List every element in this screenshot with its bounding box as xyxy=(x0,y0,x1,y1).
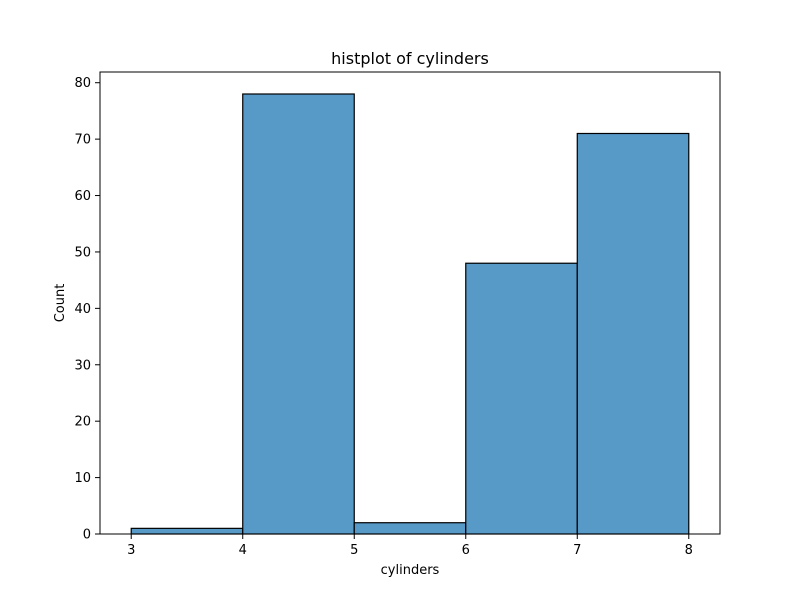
y-tick-label: 0 xyxy=(83,528,91,543)
y-tick-label: 10 xyxy=(74,471,91,486)
x-axis-ticks: 3 4 5 6 7 8 xyxy=(127,534,693,558)
histogram-bar-3 xyxy=(465,262,578,535)
y-axis-ticks: 0 10 20 30 40 50 60 70 80 xyxy=(74,76,100,543)
histogram-bar-0 xyxy=(130,527,244,535)
plot-frame xyxy=(99,71,721,535)
x-tick-label: 3 xyxy=(127,543,135,558)
y-tick-label: 20 xyxy=(74,415,91,430)
x-axis-label: cylinders xyxy=(381,563,440,578)
y-axis-label: Count xyxy=(53,284,68,323)
chart-title: histplot of cylinders xyxy=(331,49,489,68)
y-tick-label: 40 xyxy=(74,302,91,317)
x-tick-label: 4 xyxy=(239,543,247,558)
histogram-bar-1 xyxy=(242,93,355,535)
y-tick-label: 70 xyxy=(74,133,91,148)
x-tick-label: 8 xyxy=(685,543,693,558)
histogram-bar-4 xyxy=(576,132,690,535)
y-tick-label: 60 xyxy=(74,189,91,204)
x-tick-label: 7 xyxy=(573,543,581,558)
y-tick-label: 80 xyxy=(74,76,91,91)
bars-group xyxy=(130,93,690,535)
y-tick-label: 50 xyxy=(74,245,91,260)
histogram-bar-2 xyxy=(353,522,467,535)
x-tick-label: 5 xyxy=(350,543,358,558)
y-tick-label: 30 xyxy=(74,358,91,373)
x-tick-label: 6 xyxy=(462,543,470,558)
